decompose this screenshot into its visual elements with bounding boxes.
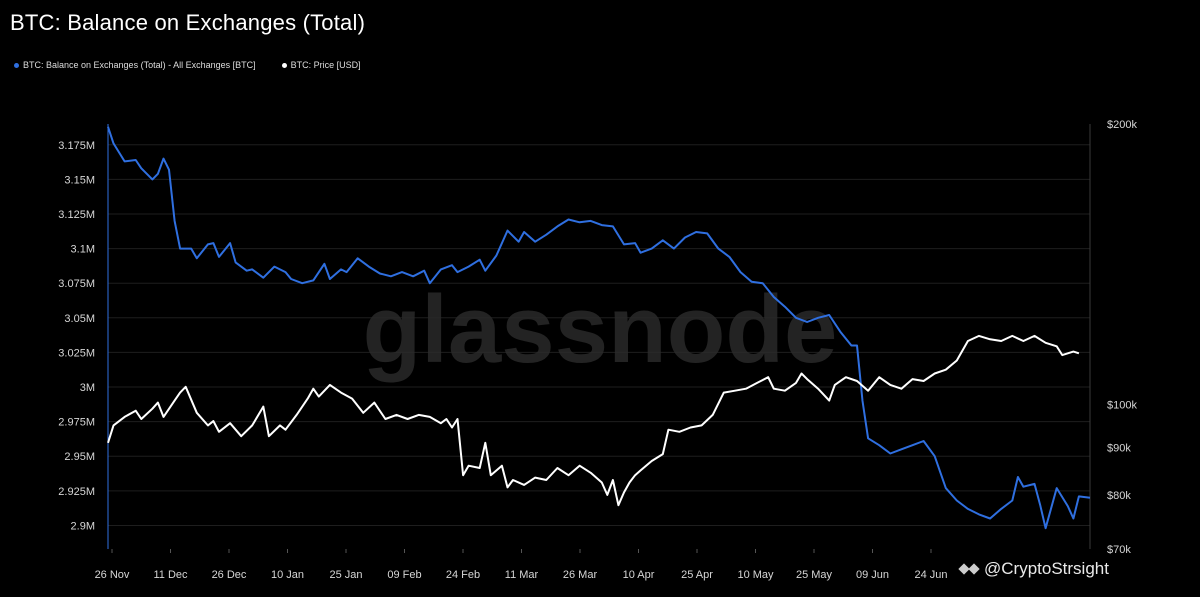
axes: 2.9M 2.925M 2.95M 2.975M 3M 3.025M 3.05M 3.075M… xyxy=(58,119,1137,581)
right-axis-tick-label: $80k xyxy=(1107,490,1131,502)
legend-item-balance[interactable]: BTC: Balance on Exchanges (Total) - All … xyxy=(14,60,256,70)
legend-item-price[interactable]: BTC: Price [USD] xyxy=(281,60,361,70)
x-axis-tick-label: 26 Nov xyxy=(95,569,130,581)
left-axis-tick-label: 2.9M xyxy=(71,520,95,532)
x-axis-tick-label: 25 Apr xyxy=(681,569,713,581)
right-axis-tick-label: $100k xyxy=(1107,400,1137,412)
x-axis-tick-label: 26 Mar xyxy=(563,569,598,581)
x-axis-tick-label: 25 Jan xyxy=(329,569,362,581)
x-axis-tick-label: 24 Feb xyxy=(446,569,480,581)
right-axis-tick-label: $70k xyxy=(1107,544,1131,556)
x-axis-tick-label: 25 May xyxy=(796,569,833,581)
x-axis-tick-label: 10 Apr xyxy=(623,569,655,581)
left-axis-tick-label: 2.925M xyxy=(58,486,95,498)
legend-label-balance: BTC: Balance on Exchanges (Total) - All … xyxy=(23,60,256,70)
x-axis-tick-label: 11 Mar xyxy=(505,569,539,581)
x-axis-tick-label: 10 Jan xyxy=(271,569,304,581)
series-group xyxy=(107,126,1091,530)
x-axis-tick-label: 26 Dec xyxy=(212,569,247,581)
left-axis-tick-label: 3.025M xyxy=(58,347,95,359)
x-axis-tick-label: 11 Dec xyxy=(153,569,188,581)
legend-dot-price xyxy=(281,62,287,68)
x-axis-tick-label: 10 May xyxy=(737,569,774,581)
glassnode-watermark: glassnode xyxy=(363,276,838,383)
series-line-balance xyxy=(107,126,1091,530)
left-axis-tick-label: 2.95M xyxy=(64,451,95,463)
right-axis-tick-label: $200k xyxy=(1107,119,1137,131)
source-credit-text: @CryptoStrsight xyxy=(984,559,1109,578)
x-axis-tick-label: 24 Jun xyxy=(914,569,947,581)
source-credit: @CryptoStrsight xyxy=(958,559,1109,579)
chart-title: BTC: Balance on Exchanges (Total) xyxy=(10,10,366,35)
left-axis-tick-label: 3.175M xyxy=(58,140,95,152)
x-axis-tick-label: 09 Jun xyxy=(856,569,889,581)
left-axis-tick-label: 3.1M xyxy=(71,244,95,256)
left-axis-tick-label: 3.125M xyxy=(58,209,95,221)
watermark-group: glassnode xyxy=(363,276,838,383)
right-axis-tick-label: $90k xyxy=(1107,442,1131,454)
legend-dot-balance xyxy=(14,62,19,68)
grid xyxy=(108,144,1090,526)
left-axis-tick-label: 3.05M xyxy=(64,313,95,325)
binance-logo-icon xyxy=(958,563,980,575)
left-axis-tick-label: 3.15M xyxy=(64,174,95,186)
legend: BTC: Balance on Exchanges (Total) - All … xyxy=(14,60,361,70)
left-axis-tick-label: 2.975M xyxy=(58,417,95,429)
left-axis-tick-label: 3M xyxy=(80,382,95,394)
legend-label-price: BTC: Price [USD] xyxy=(290,60,361,70)
x-axis-tick-label: 09 Feb xyxy=(387,569,421,581)
left-axis-tick-label: 3.075M xyxy=(58,278,95,290)
series-line-price xyxy=(107,334,1080,507)
